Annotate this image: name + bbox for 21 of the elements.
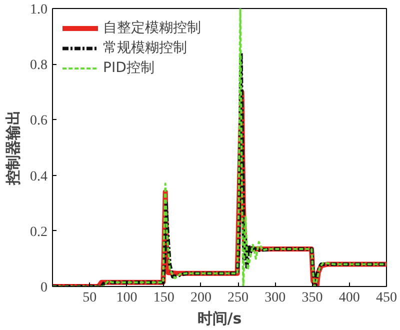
x-tick-label: 150 (153, 290, 174, 306)
x-tick-label: 200 (190, 290, 212, 306)
legend-label: PID控制 (103, 59, 154, 77)
y-axis-title: 控制器输出 (4, 110, 22, 186)
y-tick-label: 0.2 (30, 224, 48, 240)
x-tick-label: 100 (116, 290, 138, 306)
x-tick-label: 400 (338, 290, 360, 306)
x-tick-label: 350 (302, 290, 323, 306)
y-tick-label: 0.6 (30, 114, 48, 129)
y-tick-label: 0.8 (30, 58, 48, 74)
x-axis-title: 时间/s (197, 310, 242, 328)
x-tick-label: 450 (376, 290, 397, 306)
legend-label: 常规模糊控制 (103, 39, 187, 57)
x-tick-label: 250 (228, 290, 249, 306)
y-tick-label: 0.4 (30, 169, 48, 184)
line-series (52, 8, 386, 286)
y-tick-label: 1.0 (30, 2, 48, 18)
y-tick-label: 0 (40, 280, 48, 296)
x-tick-label: 300 (264, 290, 286, 306)
legend-label: 自整定模糊控制 (103, 19, 201, 37)
x-tick-label: 50 (82, 290, 97, 306)
